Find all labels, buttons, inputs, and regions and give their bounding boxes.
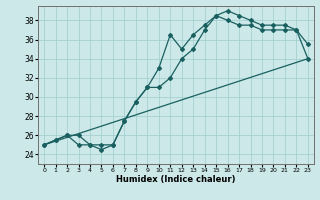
X-axis label: Humidex (Indice chaleur): Humidex (Indice chaleur) [116,175,236,184]
